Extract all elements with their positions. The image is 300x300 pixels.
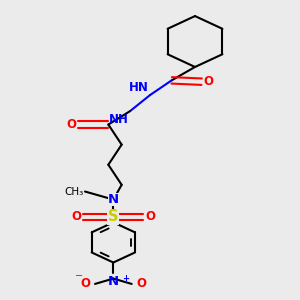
Text: HN: HN bbox=[128, 81, 148, 94]
Text: S: S bbox=[108, 209, 119, 224]
Text: O: O bbox=[145, 211, 155, 224]
Text: O: O bbox=[203, 75, 213, 88]
Text: NH: NH bbox=[109, 112, 128, 125]
Text: CH₃: CH₃ bbox=[64, 187, 83, 196]
Text: N: N bbox=[108, 193, 119, 206]
Text: O: O bbox=[72, 211, 82, 224]
Text: O: O bbox=[80, 278, 90, 290]
Text: O: O bbox=[137, 278, 147, 290]
Text: +: + bbox=[122, 274, 129, 283]
Text: N: N bbox=[108, 274, 119, 288]
Text: O: O bbox=[67, 118, 77, 131]
Text: −: − bbox=[75, 271, 83, 281]
